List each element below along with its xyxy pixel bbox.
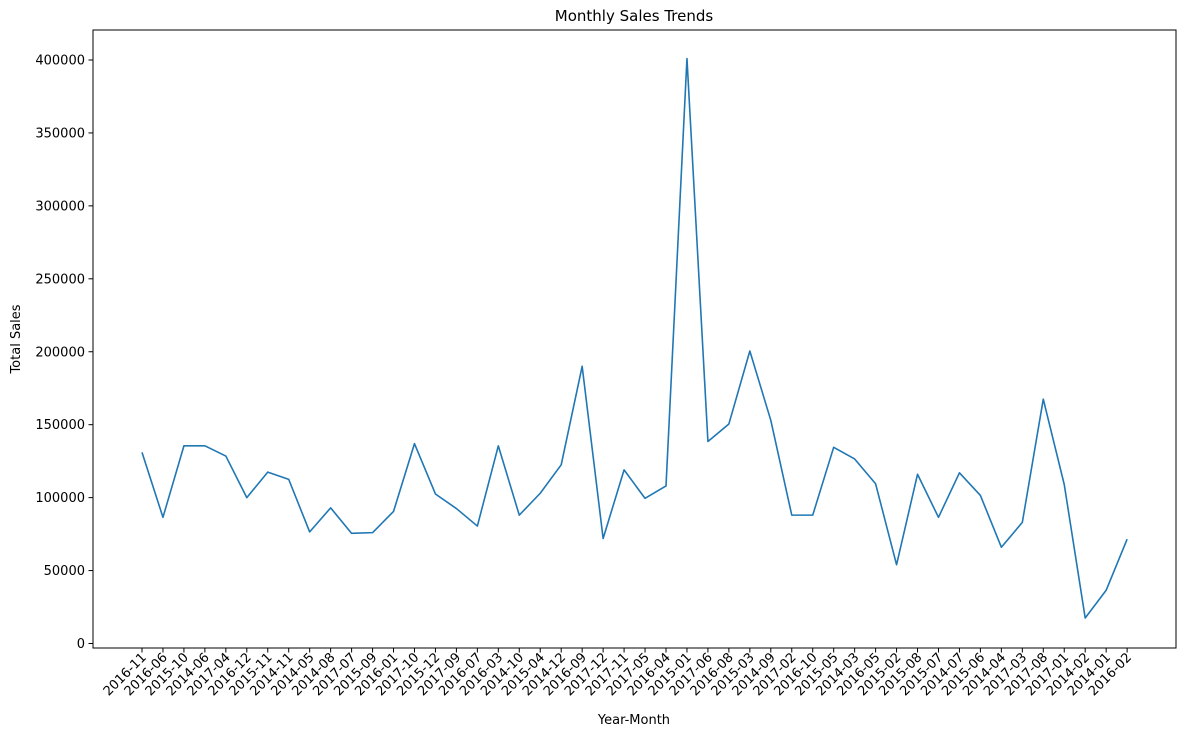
y-tick-label: 400000 (35, 54, 85, 69)
y-tick-label: 300000 (35, 199, 85, 214)
plot-frame (92, 29, 1177, 649)
y-axis-ticks: 0 50000 100000 150000 200000 250000 300000 3500… (35, 54, 93, 652)
sales-series-line (141, 57, 1128, 619)
y-tick-label: 150000 (35, 418, 85, 433)
y-tick-label: 350000 (35, 126, 85, 141)
y-tick-label: 200000 (35, 345, 85, 360)
x-axis-label: Year-Month (597, 713, 670, 728)
chart-title: Monthly Sales Trends (555, 7, 714, 25)
y-tick-label: 100000 (35, 491, 85, 506)
y-tick-label: 50000 (44, 564, 85, 579)
y-tick-label: 0 (77, 637, 85, 652)
y-axis-label: Total Sales (9, 304, 24, 374)
y-tick-label: 250000 (35, 272, 85, 287)
